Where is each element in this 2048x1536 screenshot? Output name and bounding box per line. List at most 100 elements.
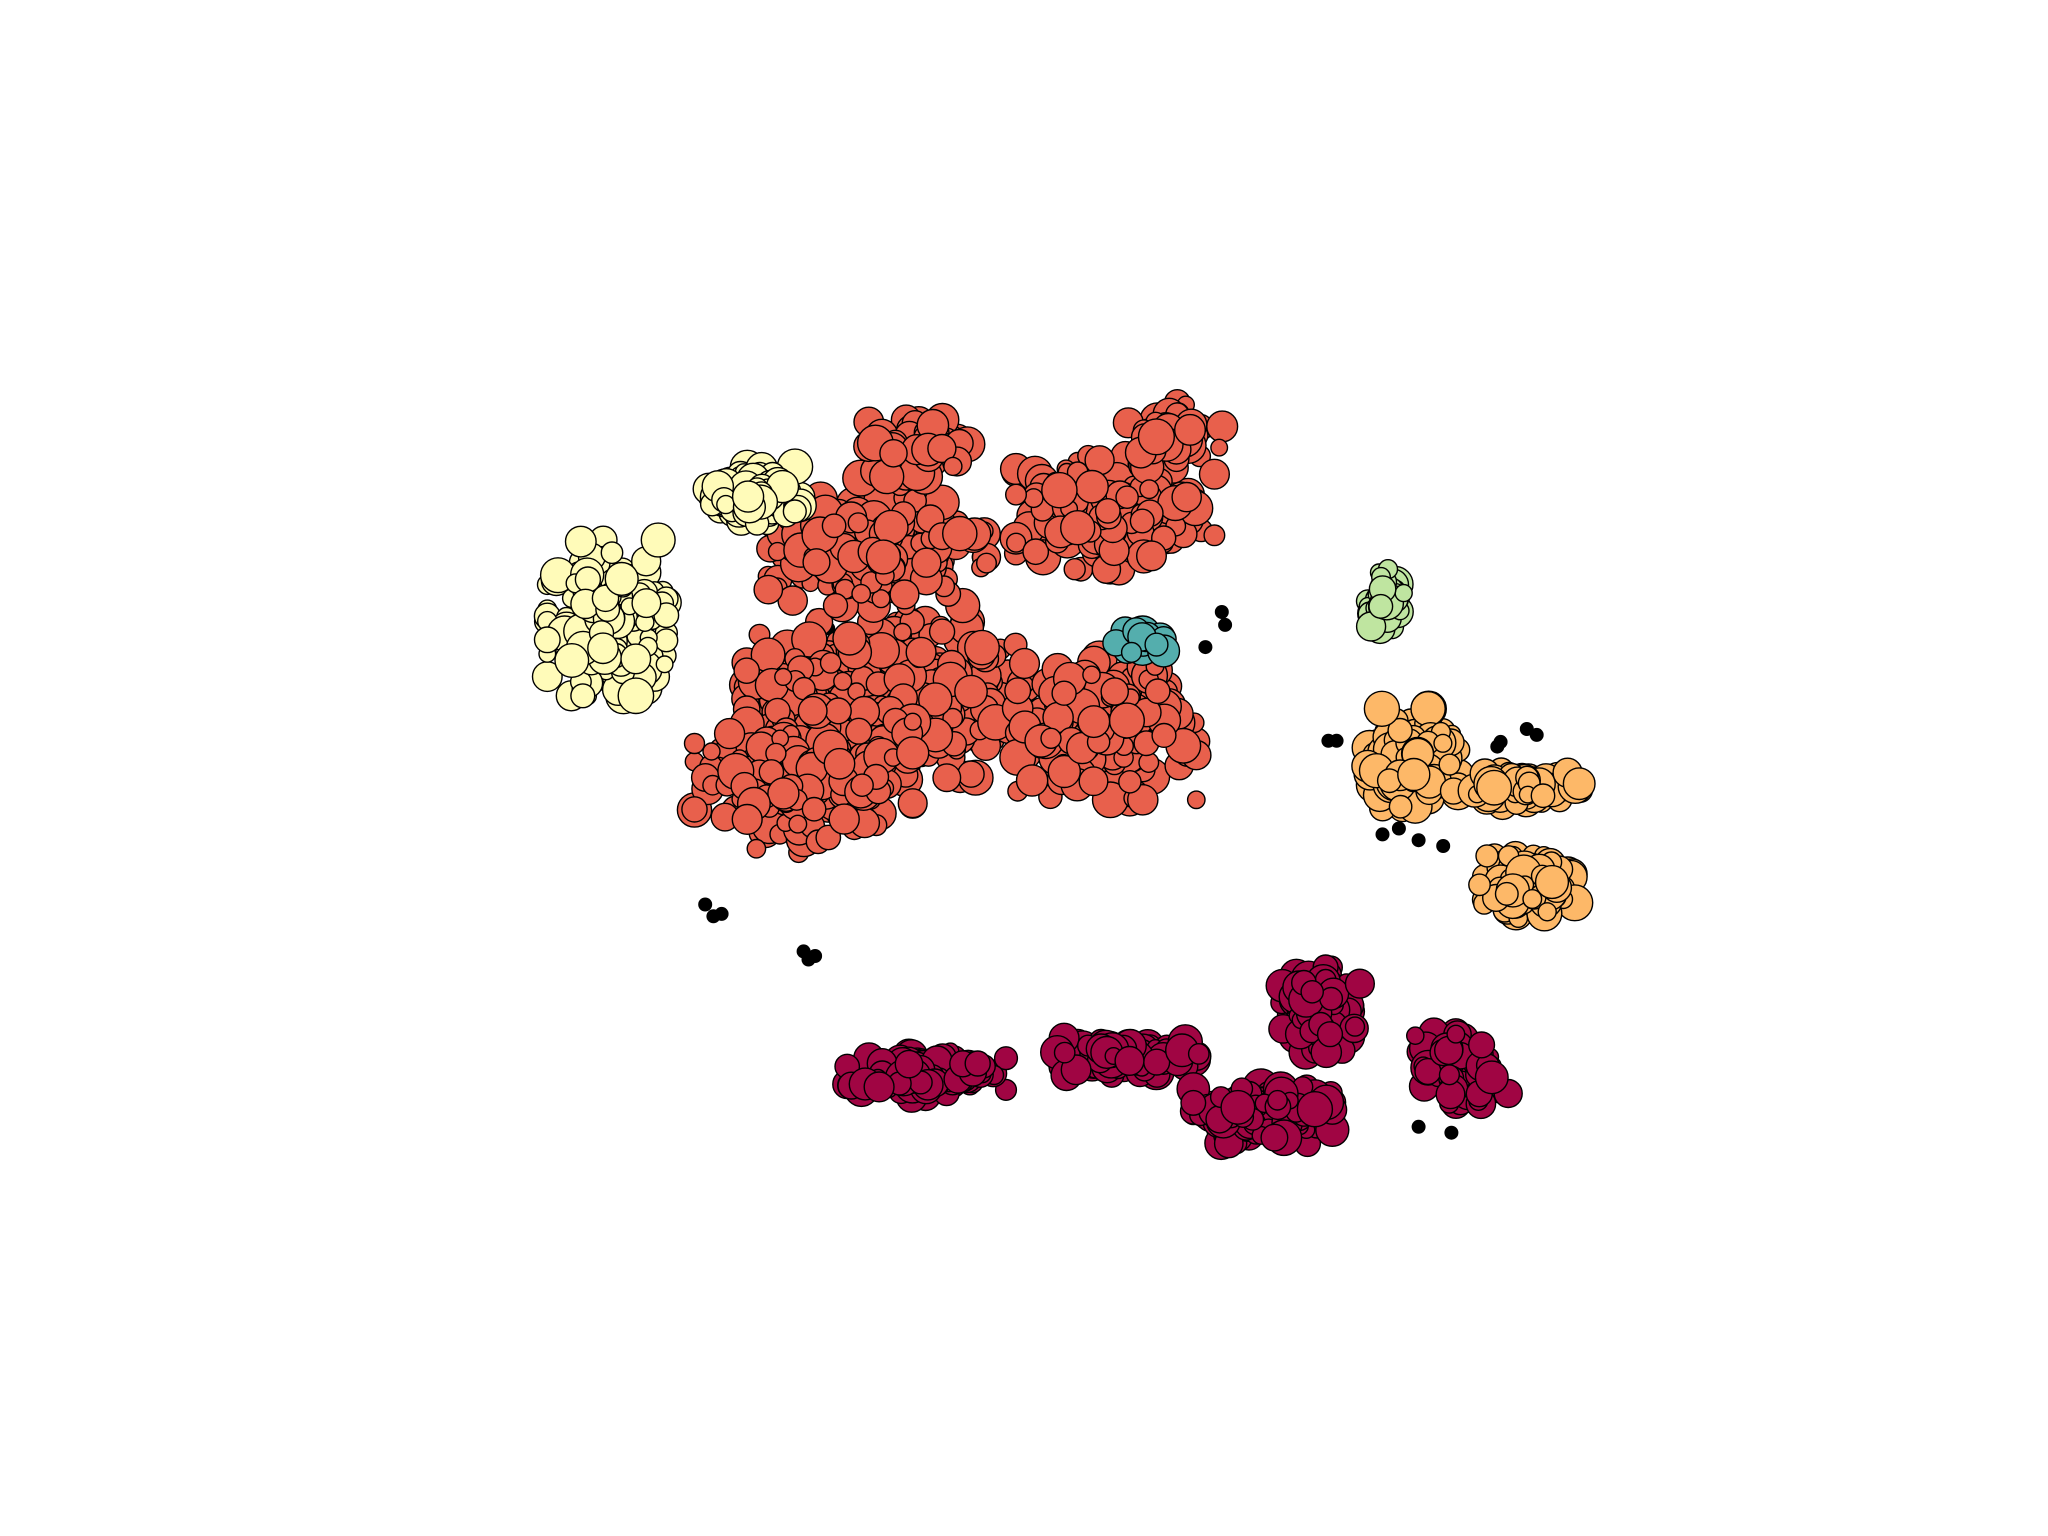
cluster-maroon-point-119 <box>863 1071 895 1103</box>
cluster-red-point-1421 <box>1198 458 1230 490</box>
cluster-yellow-point-140 <box>564 525 597 558</box>
cluster-red-point-1071 <box>822 592 849 619</box>
cluster-red-point-1254 <box>1118 770 1142 794</box>
noise-point-15 <box>1214 605 1229 619</box>
cluster-maroon-point-619 <box>1438 1064 1460 1086</box>
cluster-red-point-1523 <box>1022 538 1050 566</box>
cluster-maroon-point-549 <box>1316 1021 1344 1048</box>
cluster-red-point-383 <box>957 760 985 788</box>
cluster-red-point-1365 <box>1203 524 1226 547</box>
cluster-teal-points <box>1102 615 1181 668</box>
cluster-maroon-point-64 <box>993 1046 1019 1071</box>
noise-point-13 <box>1198 640 1213 655</box>
cluster-red-point-1524 <box>1115 485 1139 510</box>
cluster-yellow-point-72 <box>654 628 679 653</box>
plot-area <box>531 388 1596 1161</box>
cluster-orange-point-128 <box>1363 690 1401 727</box>
cluster-red-point-1308 <box>1100 677 1129 706</box>
cluster-red-point-1286 <box>1078 766 1109 797</box>
cluster-orange-point-339 <box>1534 864 1570 900</box>
cluster-red-point-1471 <box>1063 558 1086 581</box>
cluster-red-point-587 <box>905 636 937 668</box>
cluster-maroon-point-547 <box>1300 980 1324 1004</box>
noise-point-19 <box>1493 734 1508 749</box>
cluster-red-point-1047 <box>851 583 872 604</box>
cluster-red-point-1077 <box>889 579 920 610</box>
noise-point-21 <box>1529 727 1544 742</box>
cluster-maroon-point-449 <box>1220 1089 1256 1125</box>
cluster-red-point-599 <box>833 671 853 691</box>
noise-point-4 <box>698 897 713 912</box>
cluster-teal-point-17 <box>1120 641 1143 663</box>
cluster-red-point-797 <box>828 803 860 835</box>
cluster-yellow-point-184 <box>554 643 590 679</box>
cluster-red-point-1076 <box>942 515 978 552</box>
cluster-red-point-1656 <box>1173 413 1206 446</box>
cluster-maroon-point-246 <box>1187 1043 1210 1065</box>
noise-point-23 <box>1391 821 1406 836</box>
cluster-red-point-786 <box>702 742 721 761</box>
cluster-maroon-point-600 <box>1406 1026 1425 1045</box>
cluster-red-point-1533 <box>1041 471 1078 509</box>
cluster-red-point-1292 <box>1051 680 1077 706</box>
cluster-maroon-point-445 <box>1296 1090 1334 1128</box>
cluster-red-point-1078 <box>865 539 901 575</box>
cluster-red-point-784 <box>897 788 928 819</box>
cluster-maroon-point-446 <box>1260 1123 1289 1152</box>
cluster-green-point-42 <box>1394 583 1413 603</box>
cluster-maroon-point-448 <box>1267 1089 1288 1111</box>
cluster-red-point-1513 <box>1005 532 1027 553</box>
cluster-red-point-807 <box>797 695 828 726</box>
cluster-orange-point-219 <box>1530 783 1556 809</box>
cluster-orange-point-126 <box>1387 717 1413 744</box>
cluster-red-point-403 <box>932 763 962 793</box>
cluster-orange-point-132 <box>1388 794 1413 819</box>
cluster-red-point-1607 <box>927 433 957 464</box>
cluster-maroon-point-537 <box>1344 968 1375 999</box>
cluster-red-point-473 <box>928 618 956 645</box>
cluster-red-point-589 <box>733 657 761 685</box>
noise-point-9 <box>808 949 823 963</box>
cluster-red-point-1609 <box>879 438 908 468</box>
noise-point-24 <box>1411 833 1426 848</box>
cluster-red-point-803 <box>801 796 827 822</box>
cluster-maroon-point-249 <box>1114 1045 1145 1076</box>
cluster-red-point-581 <box>774 667 793 686</box>
noise-point-29 <box>1444 1125 1459 1140</box>
cluster-red-point-1539 <box>1171 481 1202 513</box>
cluster-red-points <box>676 388 1239 864</box>
cluster-yellow-point-186 <box>587 632 619 665</box>
cluster-red-point-816 <box>896 736 930 770</box>
cluster-maroon-point-616 <box>1467 1031 1496 1059</box>
cluster-red-point-1528 <box>1005 483 1028 506</box>
cluster-green-points <box>1355 559 1414 645</box>
cluster-maroon-point-118 <box>894 1049 924 1079</box>
noise-point-17 <box>1329 733 1344 748</box>
cluster-orange-point-138 <box>1433 733 1453 753</box>
cluster-red-point-1630 <box>1206 410 1239 443</box>
cluster-yellow-point-189 <box>604 561 639 596</box>
cluster-red-point-809 <box>903 712 922 731</box>
noise-point-14 <box>1218 617 1233 632</box>
cluster-red-point-671 <box>681 796 708 823</box>
noise-point-25 <box>1436 839 1451 853</box>
cluster-red-point-775 <box>815 824 842 851</box>
cluster-red-point-561 <box>964 629 1000 666</box>
cluster-red-point-466 <box>791 621 828 658</box>
cluster-teal-point-16 <box>1144 632 1169 657</box>
cluster-red-point-782 <box>683 732 706 755</box>
cluster-yellow-point-187 <box>640 522 676 558</box>
cluster-red-point-1257 <box>1015 764 1049 797</box>
cluster-red-point-810 <box>767 777 800 810</box>
cluster-red-point-1045 <box>753 574 784 605</box>
cluster-red-point-1029 <box>871 589 891 609</box>
cluster-yellow-point-151 <box>533 626 561 654</box>
cluster-red-point-799 <box>788 814 808 834</box>
cluster-yellow-point-162 <box>617 677 655 715</box>
cluster-red-point-1070 <box>911 547 942 578</box>
cluster-red-point-535 <box>893 622 912 642</box>
cluster-yellow-point-188 <box>620 643 652 675</box>
cluster-red-point-1003 <box>976 552 998 574</box>
